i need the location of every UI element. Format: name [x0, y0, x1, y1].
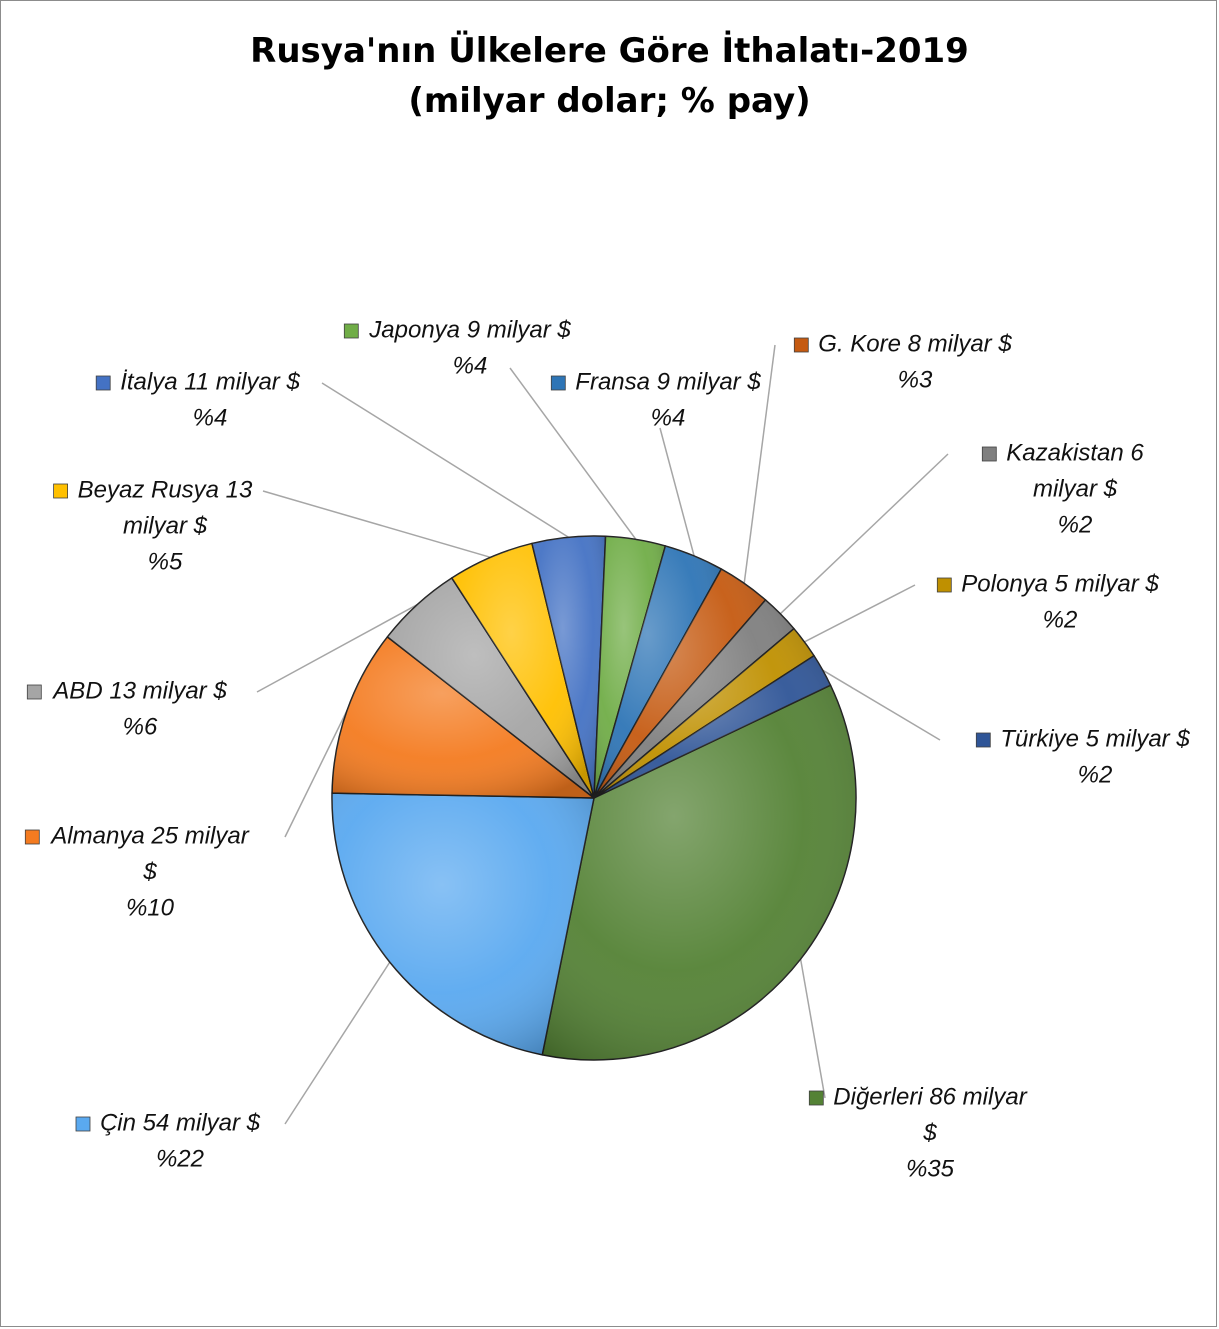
data-label: Fransa 9 milyar $ %4: [550, 368, 761, 431]
pie-slice: [331, 636, 595, 799]
legend-key: [793, 337, 809, 353]
data-label-text: %2: [1078, 761, 1113, 788]
data-label-text: %6: [123, 713, 158, 740]
legend-key: [808, 1090, 824, 1106]
data-label: Beyaz Rusya 13 milyar $ %5: [53, 476, 253, 575]
data-label-text: Çin 54 milyar $: [100, 1109, 261, 1136]
legend-key: [343, 323, 359, 339]
data-label-text: Japonya 9 milyar $: [368, 316, 571, 343]
chart-subtitle: (milyar dolar; % pay): [408, 81, 811, 121]
data-label: G. Kore 8 milyar $ %3: [793, 330, 1012, 393]
data-label: Japonya 9 milyar $ %4: [343, 316, 571, 379]
data-label-text: %3: [898, 366, 933, 393]
leader-line: [804, 584, 916, 643]
data-label-text: İtalya 11 milyar $: [120, 368, 300, 395]
data-label-text: ABD 13 milyar $: [51, 677, 227, 704]
data-label-text: %5: [148, 548, 183, 575]
legend-key: [975, 732, 991, 748]
data-label-text: Almanya 25 milyar: [49, 822, 249, 849]
data-label-text: Beyaz Rusya 13: [78, 476, 253, 503]
data-label: Çin 54 milyar $ %22: [75, 1109, 261, 1172]
leader-line: [779, 453, 949, 615]
data-label-text: Fransa 9 milyar $: [575, 368, 761, 395]
data-label: ABD 13 milyar $ %6: [26, 677, 227, 740]
pie-slice: [541, 684, 857, 1061]
leader-line: [743, 344, 776, 584]
data-label: İtalya 11 milyar $ %4: [95, 368, 300, 431]
legend-key: [53, 483, 68, 499]
data-label: Polonya 5 milyar $ %2: [936, 570, 1159, 633]
chart-title: Rusya'nın Ülkelere Göre İthalatı-2019 (m…: [0, 26, 1219, 126]
data-label-text: %4: [453, 352, 488, 379]
leader-line: [659, 427, 695, 557]
data-label-text: G. Kore 8 milyar $: [818, 330, 1012, 357]
data-label-text: %2: [1058, 511, 1093, 538]
data-label-text: %4: [651, 404, 686, 431]
chart-title-line: Rusya'nın Ülkelere Göre İthalatı-2019: [250, 31, 969, 71]
data-label-text: $: [142, 858, 157, 885]
legend-key: [95, 375, 111, 391]
data-label-text: milyar $: [1033, 475, 1118, 502]
leader-line: [799, 958, 826, 1099]
leader-line: [284, 710, 348, 838]
data-label-text: %10: [126, 894, 175, 921]
legend-key: [981, 446, 997, 462]
pie-slice: [331, 792, 595, 1056]
data-label: Kazakistan 6 milyar $ %2: [981, 439, 1144, 538]
data-label: Diğerleri 86 milyar $ %35: [808, 1083, 1028, 1182]
data-label: Almanya 25 milyar $ %10: [24, 822, 250, 921]
legend-key: [75, 1116, 91, 1132]
leader-line: [822, 669, 941, 741]
data-label: Türkiye 5 milyar $ %2: [975, 725, 1190, 788]
leader-line: [284, 961, 391, 1125]
data-label-text: %35: [906, 1155, 955, 1182]
leader-line: [509, 367, 637, 540]
leader-line: [262, 490, 491, 559]
data-label-text: Diğerleri 86 milyar: [833, 1083, 1027, 1110]
data-label-text: %22: [156, 1145, 204, 1172]
legend-key: [550, 375, 566, 391]
legend-key: [936, 577, 952, 593]
data-label-text: Polonya 5 milyar $: [961, 570, 1159, 597]
legend-key: [24, 829, 40, 845]
data-label-text: $: [922, 1119, 937, 1146]
legend-key: [26, 684, 42, 700]
leader-line: [256, 604, 418, 693]
data-label-text: %2: [1043, 606, 1078, 633]
data-label-text: %4: [193, 404, 228, 431]
data-label-text: Türkiye 5 milyar $: [1000, 725, 1190, 752]
pie-slice: [593, 655, 832, 799]
data-label-text: Kazakistan 6: [1006, 439, 1144, 466]
data-label-text: milyar $: [123, 512, 208, 539]
leader-line: [321, 382, 569, 538]
